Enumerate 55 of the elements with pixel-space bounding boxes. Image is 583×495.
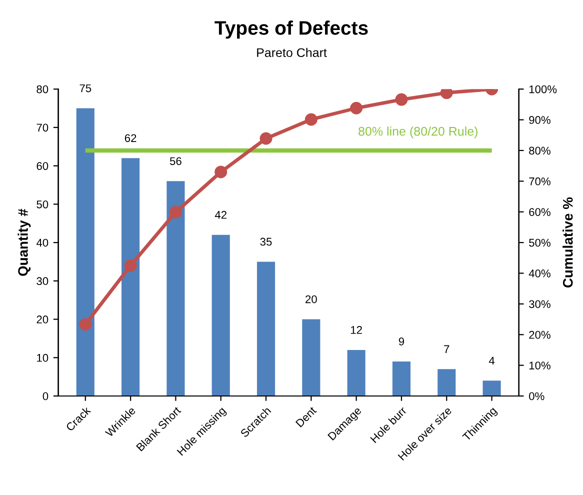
y2-tick-label: 30% <box>529 300 550 308</box>
bar <box>166 181 185 396</box>
bar <box>482 380 501 396</box>
data-label: 20 <box>306 295 317 304</box>
bar <box>347 350 366 396</box>
data-label: 9 <box>398 338 404 346</box>
y-tick-label: 0 <box>42 392 48 400</box>
point <box>214 166 228 178</box>
point <box>440 89 453 100</box>
point <box>304 113 318 126</box>
point <box>169 206 182 218</box>
bar <box>438 369 456 396</box>
data-label: 75 <box>80 84 92 92</box>
data-label: 56 <box>170 157 182 166</box>
y2-tick-label: 80% <box>529 146 550 155</box>
point <box>260 132 272 145</box>
data-label: 62 <box>124 134 136 142</box>
y-tick-label: 50 <box>36 200 48 208</box>
y2-tick-label: 10% <box>529 362 550 370</box>
data-label: 35 <box>260 238 272 246</box>
y-tick-label: 70 <box>36 124 48 132</box>
y2-tick-label: 40% <box>528 270 550 278</box>
ref-line-label: 80% line (80/20 Rule) <box>358 126 478 138</box>
data-label: 12 <box>350 326 362 334</box>
y2-tick-label: 20% <box>529 330 550 339</box>
x-tick-label: Hole burr <box>370 406 408 444</box>
chart-title: Types of Defects <box>214 20 368 39</box>
point <box>79 318 92 331</box>
bar <box>212 234 230 396</box>
point <box>350 102 363 114</box>
y2-tick-label: 60% <box>529 208 550 216</box>
data-label: 4 <box>488 356 495 364</box>
y2-tick-label: 50% <box>529 238 550 247</box>
data-label: 7 <box>444 345 450 353</box>
bar <box>76 108 94 396</box>
data-label: 42 <box>214 210 226 219</box>
y-tick-label: 30 <box>36 277 48 286</box>
y2-tick-label: 0% <box>529 392 544 400</box>
bar <box>392 361 410 396</box>
y-tick-label: 20 <box>36 316 48 324</box>
point <box>395 93 408 106</box>
y2-axis-title: Cumulative % <box>562 197 573 288</box>
y-axis-title: Quantity # <box>18 208 31 276</box>
y-tick-label: 80 <box>36 85 48 94</box>
y2-tick-label: 90% <box>529 116 550 124</box>
bar <box>122 158 140 396</box>
chart-subtitle: Pareto Chart <box>257 48 327 58</box>
point <box>124 259 137 272</box>
y-tick-label: 40 <box>36 238 48 247</box>
bar <box>256 262 276 396</box>
bar <box>302 319 320 396</box>
y-tick-label: 60 <box>36 162 48 170</box>
y2-tick-label: 100% <box>529 85 557 94</box>
y-tick-label: 10 <box>37 354 48 362</box>
y2-tick-label: 70% <box>529 177 550 186</box>
